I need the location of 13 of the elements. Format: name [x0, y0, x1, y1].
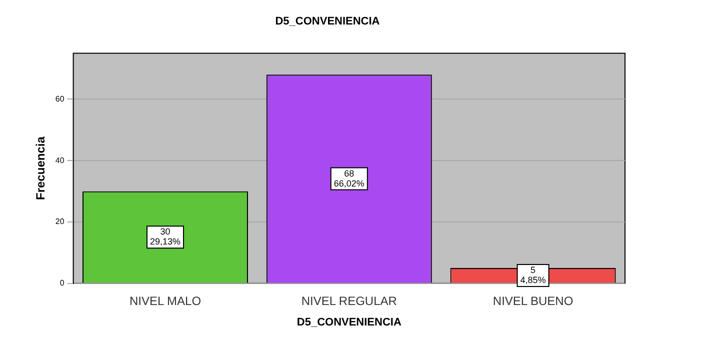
y-tick-label: 0: [60, 278, 65, 288]
x-tick-label: NIVEL REGULAR: [301, 294, 398, 308]
x-axis-title: D5_CONVENIENCIA: [296, 316, 402, 328]
data-label: 30 29,13%: [150, 226, 181, 247]
chart-title: D5_CONVENIENCIA: [275, 16, 380, 28]
y-tick-label: 20: [55, 217, 65, 226]
data-label: 5 4,85%: [520, 264, 546, 285]
data-label: 68 66,02%: [334, 168, 364, 188]
y-axis-title: Frecuencia: [34, 136, 48, 200]
y-tick-label: 60: [55, 94, 65, 104]
x-tick-label: NIVEL MALO: [129, 294, 202, 308]
x-tick-label: NIVEL BUENO: [492, 294, 574, 308]
y-tick-label: 40: [55, 156, 65, 165]
